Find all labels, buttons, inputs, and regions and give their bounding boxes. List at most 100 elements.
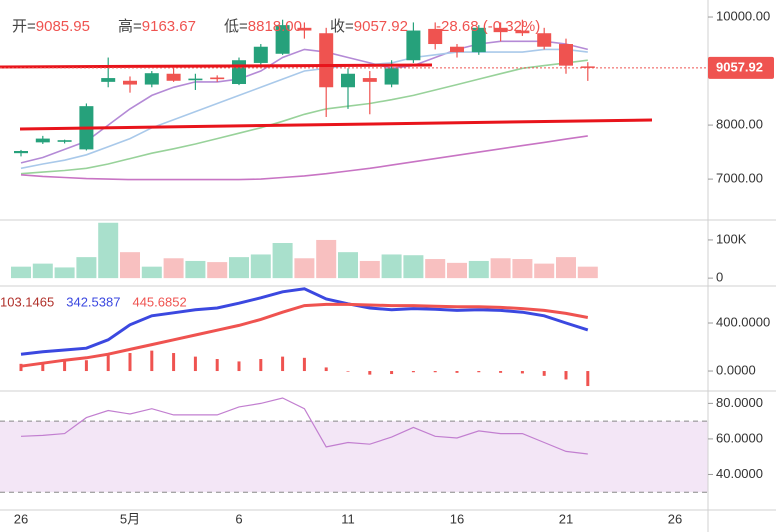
volume-bar xyxy=(425,259,446,279)
y-tick-label: 10000.00 xyxy=(716,8,770,23)
volume-bar xyxy=(272,243,293,279)
ohlc-value: 8818.00 xyxy=(248,18,302,35)
rsi-line xyxy=(20,397,588,455)
moving-average-line xyxy=(20,135,588,181)
y-tick-label: 0 xyxy=(716,270,723,285)
volume-bar xyxy=(250,254,271,279)
candle-body xyxy=(384,68,399,85)
macd-histogram-bar xyxy=(128,353,132,372)
volume-bar xyxy=(577,266,598,279)
volume-bar xyxy=(98,222,119,279)
macd-histogram-bar xyxy=(281,356,285,372)
volume-bar xyxy=(556,257,576,279)
y-tick-label: 80.0000 xyxy=(716,395,763,410)
macd-histogram-bar xyxy=(390,371,394,375)
macd-histogram-bar xyxy=(477,371,481,373)
y-tick-label: 8000.00 xyxy=(716,117,763,132)
y-tick-label: 100K xyxy=(716,231,747,246)
x-tick-label: 21 xyxy=(559,511,573,526)
trend-line xyxy=(0,63,433,69)
macd-histogram-bar xyxy=(499,371,503,373)
volume-bar xyxy=(316,239,337,279)
candle-body xyxy=(123,80,137,85)
candle-body xyxy=(580,66,595,68)
volume-bar xyxy=(163,258,184,279)
y-tick-label: 40.0000 xyxy=(716,466,763,481)
candle-body xyxy=(144,73,159,85)
macd-histogram-bar xyxy=(193,356,197,372)
volume-bar xyxy=(512,259,533,279)
candle-body xyxy=(188,78,203,81)
candle-body xyxy=(537,33,552,47)
macd-line xyxy=(20,302,589,368)
candle-body xyxy=(559,44,573,66)
candle-body xyxy=(406,30,421,61)
volume-bar xyxy=(338,252,358,279)
macd-histogram-bar xyxy=(346,371,350,372)
macd-histogram-bar xyxy=(150,350,154,372)
macd-histogram-bar xyxy=(411,371,415,373)
candle-body xyxy=(57,140,72,142)
candle-body xyxy=(341,73,355,88)
volume-bar xyxy=(76,257,97,279)
volume-bar xyxy=(141,266,162,279)
macd-histogram-bar xyxy=(564,371,568,380)
ohlc-value: 9085.95 xyxy=(36,18,90,35)
macd-histogram-bar xyxy=(324,367,328,372)
y-tick-label: 7000.00 xyxy=(716,171,763,186)
volume-bar xyxy=(468,260,489,279)
moving-average-line xyxy=(20,40,588,164)
candle-body xyxy=(232,60,246,85)
macd-legend-value: 103.1465 xyxy=(0,294,54,309)
volume-bar xyxy=(359,260,380,279)
volume-bar xyxy=(381,254,402,279)
rsi-band xyxy=(0,421,708,493)
candle-body xyxy=(471,27,486,53)
ohlc-label: 收= xyxy=(330,18,354,35)
trend-line xyxy=(19,118,653,131)
macd-histogram-bar xyxy=(455,371,459,373)
ohlc-value: 9057.92 xyxy=(354,18,408,35)
macd-histogram-bar xyxy=(63,361,67,372)
ohlc-label: 低= xyxy=(224,18,248,35)
macd-histogram-bar xyxy=(259,359,263,372)
x-tick-label: 16 xyxy=(450,511,464,526)
macd-histogram-bar xyxy=(542,371,546,376)
macd-histogram-bar xyxy=(433,371,437,373)
candle-body xyxy=(253,46,268,63)
candle-body xyxy=(450,46,464,53)
candle-body xyxy=(362,78,377,82)
macd-histogram-bar xyxy=(84,360,88,372)
macd-legend-value: 342.5387 xyxy=(66,294,120,309)
volume-bar xyxy=(120,252,140,279)
volume-bar xyxy=(11,266,31,279)
y-tick-label: 0.0000 xyxy=(716,362,756,377)
volume-bar xyxy=(447,262,467,279)
macd-histogram-bar xyxy=(302,357,306,372)
volume-bar xyxy=(185,260,206,279)
x-tick-label: 11 xyxy=(341,511,355,526)
macd-histogram-bar xyxy=(215,359,219,372)
ohlc-label: 开= xyxy=(12,18,36,35)
ohlc-value: -28.68 (-0.32%) xyxy=(436,18,540,35)
macd-histogram-bar xyxy=(172,353,176,372)
volume-bar xyxy=(534,263,555,279)
volume-bar xyxy=(490,258,511,279)
moving-average-line xyxy=(20,59,588,175)
x-tick-label: 6 xyxy=(235,511,242,526)
y-tick-label: 60.0000 xyxy=(716,430,763,445)
candle-body xyxy=(166,73,181,81)
macd-line xyxy=(20,287,589,356)
macd-legend-value: 445.6852 xyxy=(132,294,186,309)
candle-body xyxy=(515,30,530,34)
macd-histogram-bar xyxy=(19,363,23,372)
macd-histogram-bar xyxy=(237,361,241,372)
moving-average-line xyxy=(20,48,588,170)
candle-body xyxy=(210,77,225,80)
candle-body xyxy=(297,27,312,31)
candle-body xyxy=(428,28,443,45)
x-tick-label: 26 xyxy=(668,511,682,526)
candle-body xyxy=(275,25,290,54)
x-tick-label: 26 xyxy=(14,511,28,526)
volume-bar xyxy=(32,263,53,279)
